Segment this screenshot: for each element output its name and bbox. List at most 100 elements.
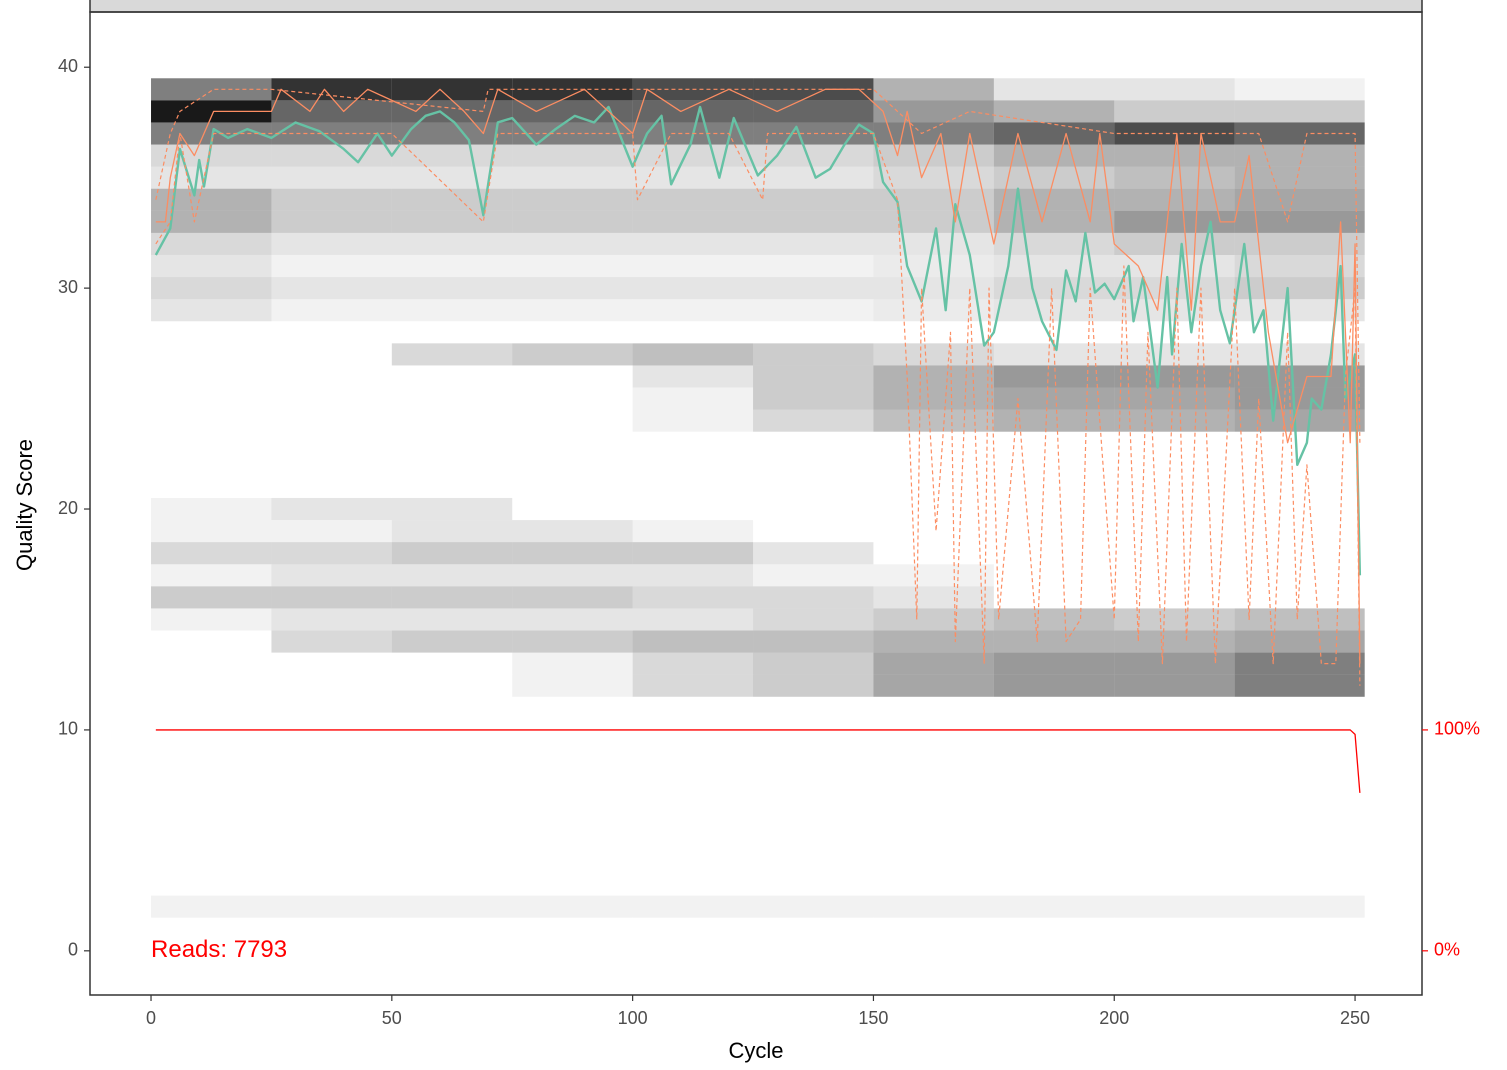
heat-tile xyxy=(151,254,272,278)
heat-tile xyxy=(512,166,633,189)
heat-tile xyxy=(391,122,513,145)
heat-tile xyxy=(391,895,513,918)
heat-tile xyxy=(1234,188,1365,211)
heat-tile xyxy=(1234,608,1365,631)
heat-tile xyxy=(753,166,874,189)
heat-tile xyxy=(391,586,513,609)
heat-tile xyxy=(271,254,392,278)
series-line xyxy=(155,729,1361,793)
heat-tile xyxy=(632,387,754,410)
heat-tile xyxy=(1114,564,1234,586)
heat-tile xyxy=(512,564,633,587)
heat-tile xyxy=(993,365,1115,388)
heat-tile xyxy=(753,343,874,366)
heat-tile xyxy=(512,498,632,520)
heat-tile xyxy=(632,210,754,233)
heat-tile xyxy=(873,210,994,233)
heat-tile xyxy=(271,564,392,587)
heat-tile xyxy=(993,122,1115,145)
heat-tile xyxy=(632,542,754,565)
heat-tile xyxy=(1114,409,1235,432)
heat-tile xyxy=(1234,210,1365,233)
heat-tile xyxy=(392,388,512,410)
heat-tile xyxy=(1114,652,1235,675)
heat-tile xyxy=(1114,166,1235,189)
heat-tile xyxy=(391,144,513,167)
y-tick-label: 10 xyxy=(58,719,78,739)
heat-tile xyxy=(512,410,632,432)
heat-tile xyxy=(632,630,754,653)
heat-tile xyxy=(993,144,1115,167)
heat-tile xyxy=(512,388,632,410)
heat-tile xyxy=(512,188,633,211)
heat-tile xyxy=(512,365,632,387)
y2-tick-label: 100% xyxy=(1434,719,1480,739)
heat-tile xyxy=(993,895,1115,918)
heat-tile xyxy=(753,122,874,145)
heat-tile xyxy=(151,299,272,322)
heat-tile xyxy=(632,365,754,388)
heat-tile xyxy=(271,100,392,123)
heat-tile xyxy=(994,542,1114,564)
heat-tile xyxy=(271,144,392,167)
heat-tile xyxy=(873,520,993,542)
heat-tile xyxy=(271,188,392,211)
heat-tile xyxy=(873,387,994,410)
heat-tile xyxy=(512,254,633,278)
heat-tile xyxy=(1114,254,1235,278)
heat-tile xyxy=(993,630,1115,653)
x-tick-label: 250 xyxy=(1340,1008,1370,1028)
heat-tile xyxy=(151,608,272,631)
heat-tile xyxy=(512,210,633,233)
heat-tile xyxy=(391,188,513,211)
heat-tile xyxy=(1234,100,1365,123)
heat-tile xyxy=(271,277,392,300)
heat-tile xyxy=(753,100,874,123)
heat-tile xyxy=(271,343,391,365)
heat-tile xyxy=(271,653,391,675)
heat-tile xyxy=(391,520,513,543)
heat-tile xyxy=(994,520,1114,542)
series-line xyxy=(155,88,1361,443)
heat-tile xyxy=(512,343,633,366)
heat-tile xyxy=(993,387,1115,410)
heat-tile xyxy=(632,586,754,609)
heat-tile xyxy=(753,542,874,565)
heat-tile xyxy=(753,630,874,653)
series-line xyxy=(154,105,1362,576)
heat-tile xyxy=(1234,277,1365,300)
heat-tile xyxy=(873,343,994,366)
heat-tile xyxy=(391,210,513,233)
heat-tile xyxy=(993,78,1115,101)
heat-tile xyxy=(873,254,994,278)
heat-tile xyxy=(753,409,874,432)
heat-tile xyxy=(1235,542,1365,564)
heat-tile xyxy=(873,78,994,101)
x-tick-label: 100 xyxy=(618,1008,648,1028)
heat-tile xyxy=(993,409,1115,432)
heat-tile xyxy=(151,210,272,233)
heat-tile xyxy=(753,674,874,697)
heat-tile xyxy=(271,166,392,189)
heat-tile xyxy=(512,895,633,918)
heat-tile xyxy=(1234,144,1365,167)
heat-tile xyxy=(271,210,392,233)
x-tick-label: 50 xyxy=(382,1008,402,1028)
heat-tile xyxy=(1114,188,1235,211)
heat-tile xyxy=(151,343,271,365)
heat-tile xyxy=(1234,254,1365,278)
heat-tile xyxy=(1234,78,1365,101)
heat-tile xyxy=(873,498,993,520)
lines xyxy=(154,88,1362,793)
heat-tile xyxy=(873,409,994,432)
heat-tile xyxy=(873,652,994,675)
heat-tile xyxy=(1114,630,1235,653)
heat-tile xyxy=(753,277,874,300)
panel-border xyxy=(89,11,1423,996)
heat-tile xyxy=(151,188,272,211)
heat-tile xyxy=(993,277,1115,300)
heat-tile xyxy=(151,388,271,410)
heat-tile xyxy=(632,299,754,322)
y-tick-label: 40 xyxy=(58,56,78,76)
